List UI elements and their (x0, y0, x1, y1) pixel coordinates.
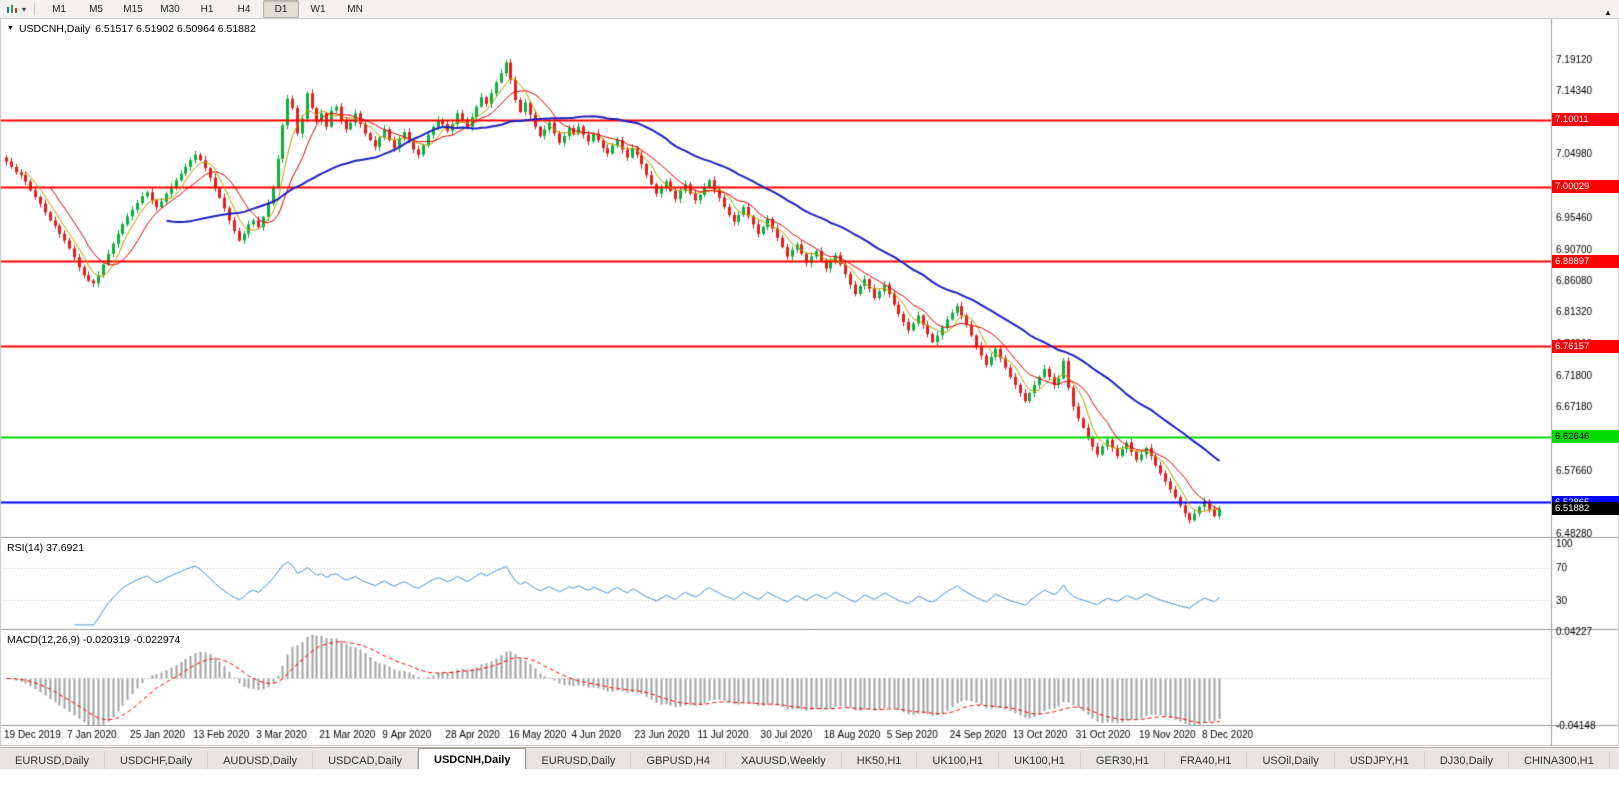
tab-ger30-h1[interactable]: GER30,H1 (1080, 751, 1166, 770)
chart-area: ▼ USDCNH,Daily 6.51517 6.51902 6.50964 6… (0, 18, 1619, 746)
tab-u[interactable]: U (1609, 751, 1619, 770)
tab-fra40-h1[interactable]: FRA40,H1 (1165, 751, 1248, 770)
tab-eurusd-daily[interactable]: EURUSD,Daily (0, 751, 105, 770)
hline-price-label: 7.10011 (1552, 113, 1619, 127)
tab-uk100-h1[interactable]: UK100,H1 (917, 751, 1000, 770)
scroll-up-icon[interactable]: ▲ (1604, 8, 1612, 17)
tab-hk50-h1[interactable]: HK50,H1 (841, 751, 918, 770)
timeframe-button-m30[interactable]: M30 (160, 3, 180, 15)
timeframe-button-m15[interactable]: M15 (123, 3, 143, 15)
toolbar-separator (34, 3, 36, 15)
timeframe-button-m1[interactable]: M1 (52, 3, 66, 15)
rsi-label: RSI(14) 37.6921 (7, 542, 85, 554)
timeframe-toolbar: ▾ M1 M5 M15 M30 H1 H4 D1 W1 MN ▲ (0, 0, 1619, 19)
tab-usdcnh-daily[interactable]: USDCNH,Daily (418, 748, 527, 770)
tab-usdchf-daily[interactable]: USDCHF,Daily (104, 751, 209, 770)
macd-label: MACD(12,26,9) -0.020319 -0.022974 (7, 634, 181, 646)
hline-price-label: 7.00029 (1552, 180, 1619, 194)
tab-usdcad-daily[interactable]: USDCAD,Daily (313, 751, 419, 770)
timeframe-button-mn[interactable]: MN (347, 3, 363, 15)
tab-uk100-h1[interactable]: UK100,H1 (999, 751, 1081, 770)
hline-price-label: 6.62646 (1552, 430, 1619, 444)
tab-audusd-daily[interactable]: AUDUSD,Daily (208, 751, 314, 770)
chart-type-caret-icon[interactable]: ▾ (22, 4, 27, 14)
price-chart-canvas[interactable] (0, 18, 1619, 746)
chart-symbol-period: USDCNH,Daily (18, 23, 91, 35)
timeframe-button-h4[interactable]: H4 (237, 3, 251, 15)
tab-dj30-daily[interactable]: DJ30,Daily (1424, 751, 1510, 770)
chart-type-icon[interactable] (4, 2, 20, 16)
current-price-label: 6.51882 (1552, 502, 1619, 516)
tab-usoil-daily[interactable]: USOil,Daily (1247, 751, 1335, 770)
timeframe-button-h1[interactable]: H1 (200, 3, 214, 15)
timeframe-button-d1[interactable]: D1 (263, 0, 300, 18)
hline-price-label: 6.88897 (1552, 254, 1619, 268)
tab-eurusd-daily[interactable]: EURUSD,Daily (526, 751, 632, 770)
chart-context-caret-icon[interactable]: ▼ (7, 25, 14, 32)
tab-usdjpy-h1[interactable]: USDJPY,H1 (1334, 751, 1425, 770)
hline-price-label: 6.76157 (1552, 339, 1619, 353)
chart-tab-bar: EURUSD,Daily USDCHF,Daily AUDUSD,Daily USDC… (0, 747, 1619, 770)
chart-ohlc-values: 6.51517 6.51902 6.50964 6.51882 (95, 23, 256, 35)
tab-china300-h1[interactable]: CHINA300,H1 (1509, 751, 1610, 770)
timeframe-buttons: M1 M5 M15 M30 H1 H4 D1 W1 MN (41, 0, 374, 18)
chart-title: ▼ USDCNH,Daily 6.51517 6.51902 6.50964 6… (7, 23, 256, 35)
timeframe-button-w1[interactable]: W1 (310, 3, 326, 15)
tab-gbpusd-h4[interactable]: GBPUSD,H4 (631, 751, 726, 770)
tab-xauusd-weekly[interactable]: XAUUSD,Weekly (725, 751, 842, 770)
timeframe-button-m5[interactable]: M5 (89, 3, 103, 15)
status-bar (0, 769, 1619, 791)
